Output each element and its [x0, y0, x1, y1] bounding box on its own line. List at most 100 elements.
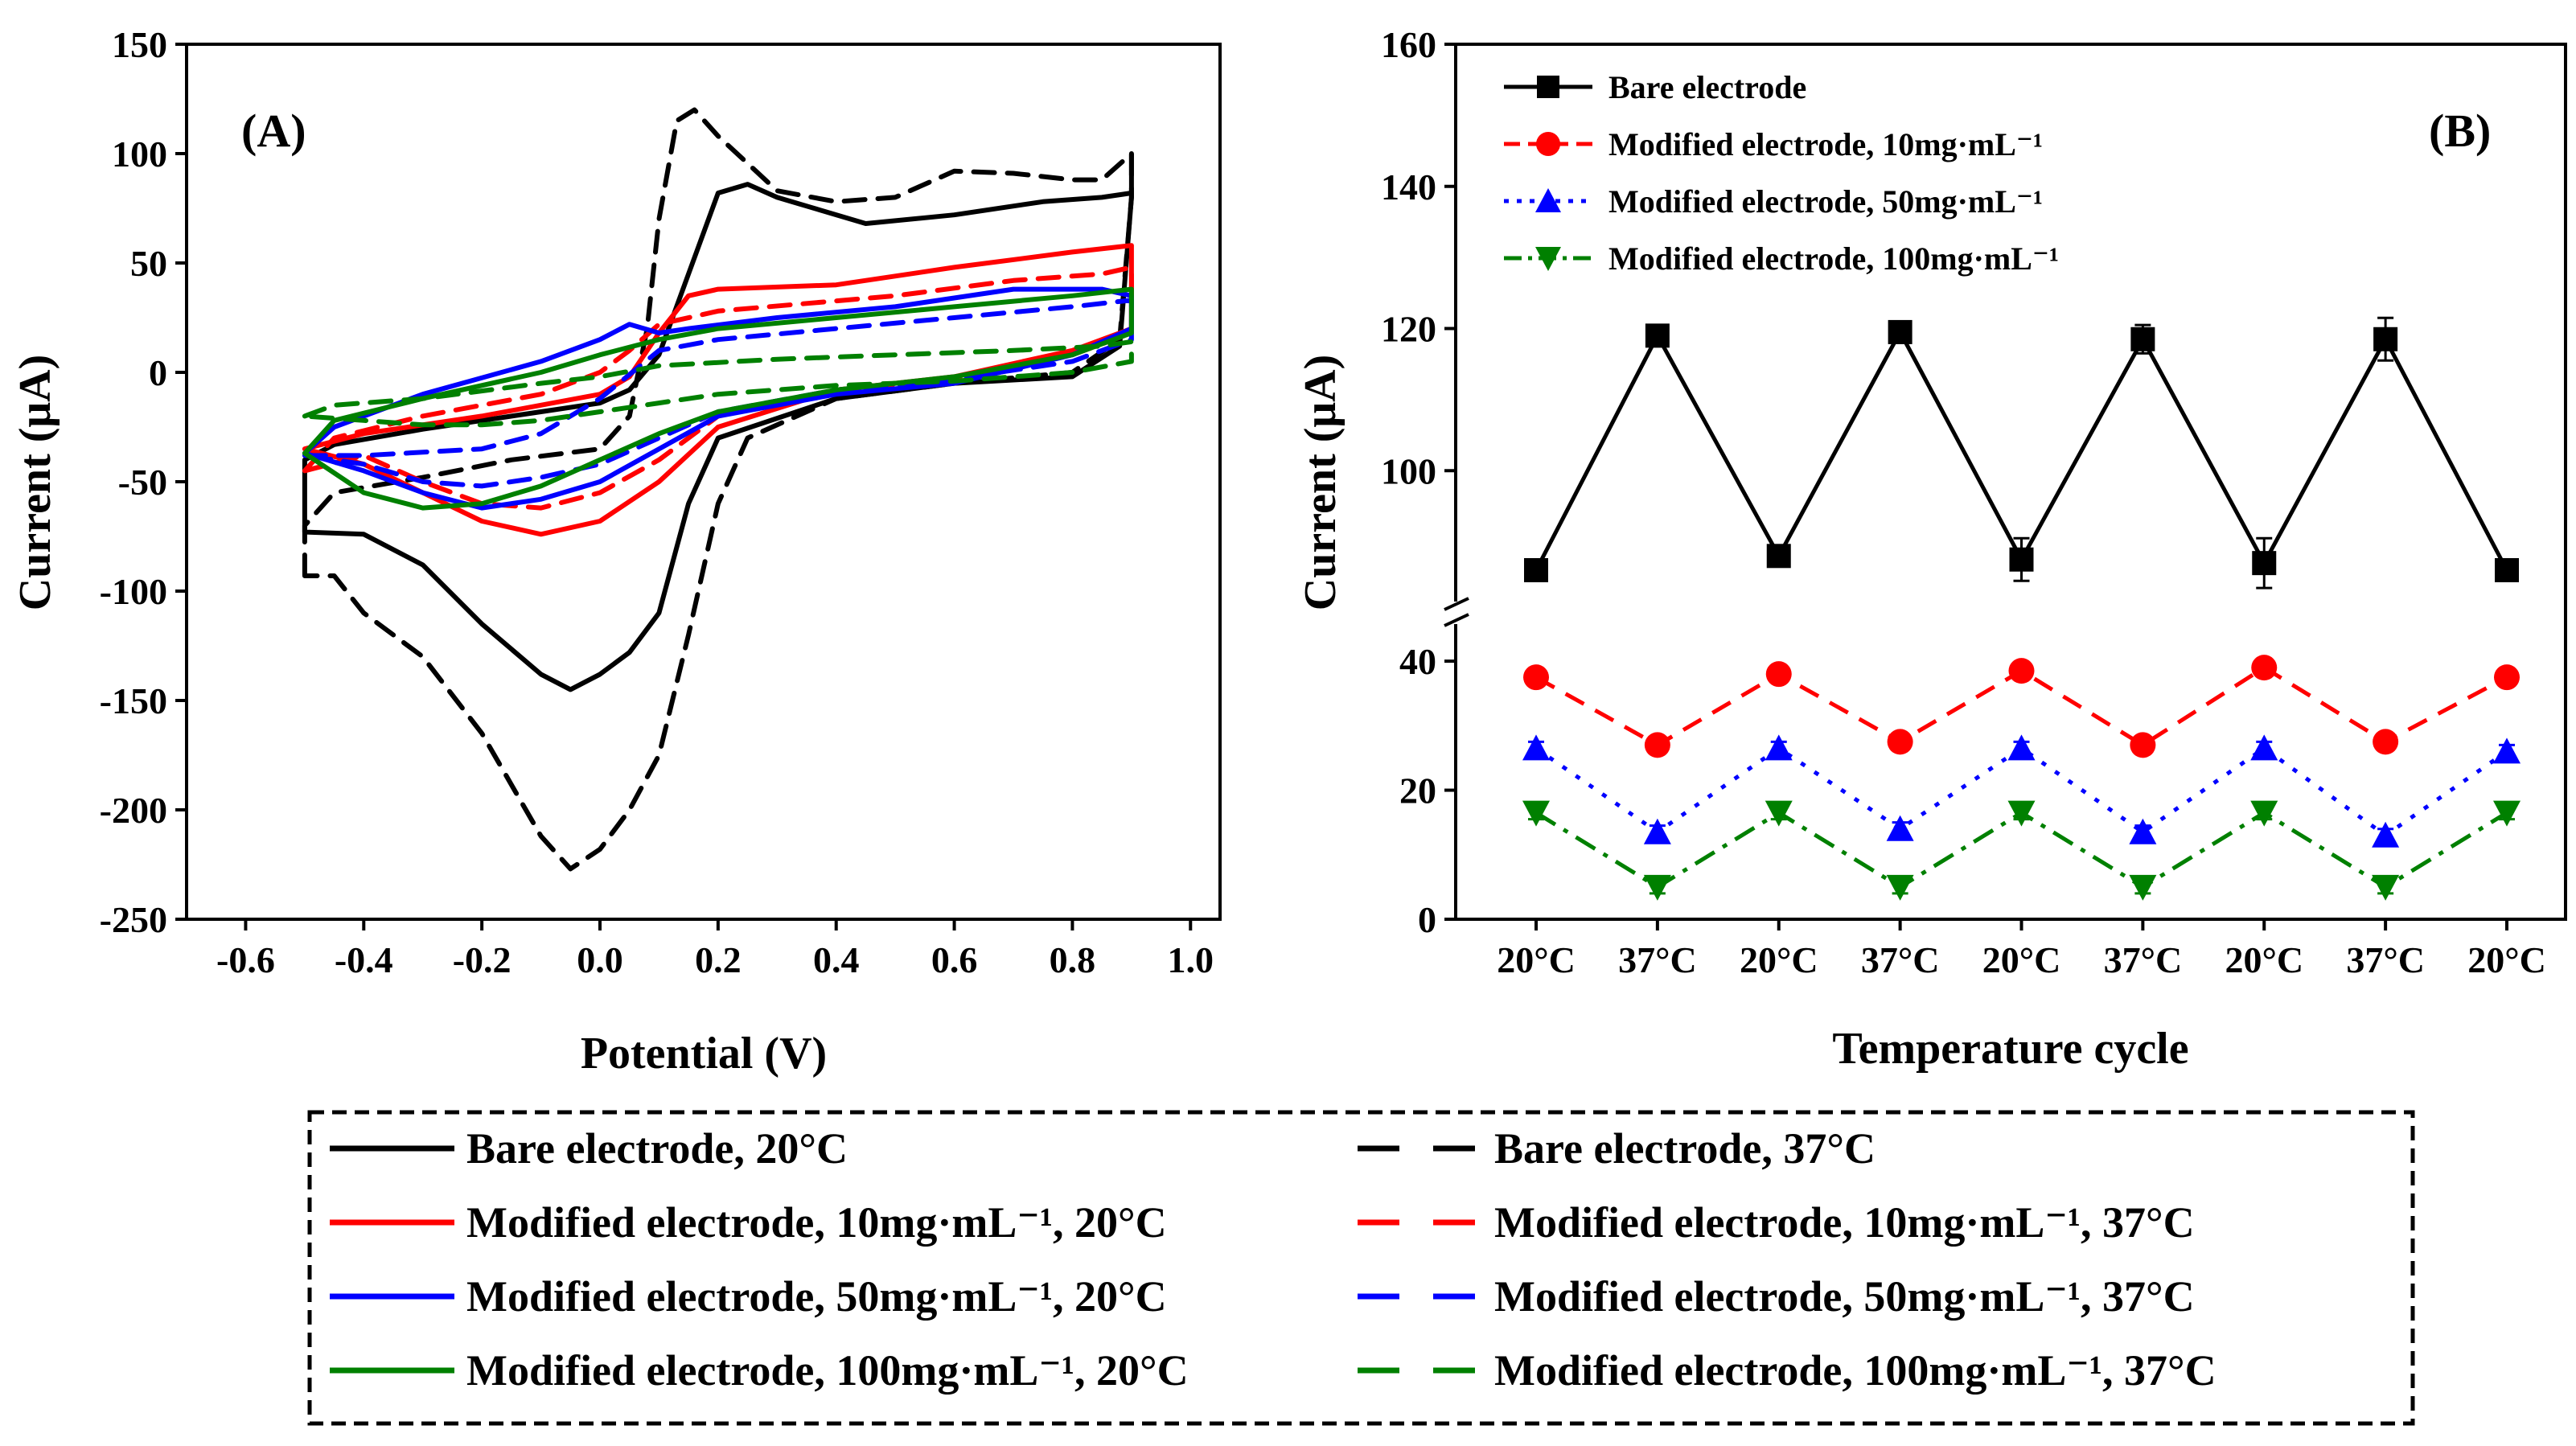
panel-b-legend-item: Modified electrode, 10mg·mL⁻¹ [1504, 126, 2043, 162]
panel-b-x-tick-label: 20°C [1497, 939, 1576, 980]
circle-marker [1644, 732, 1670, 758]
panel-a-x-tick-label: 0.2 [695, 939, 742, 980]
panel-b-y-tick-label: 40 [1399, 641, 1436, 682]
panel-a-y-tick-label: 150 [112, 24, 167, 65]
circle-marker [1765, 661, 1792, 688]
triangle-down-marker [2493, 800, 2521, 827]
triangle-down-marker [1522, 800, 1550, 827]
square-marker [1645, 323, 1670, 348]
square-marker [2130, 327, 2155, 351]
triangle-down-marker [2372, 874, 2400, 901]
legend-label: Modified electrode, 100mg·mL⁻¹, 37°C [1494, 1346, 2217, 1395]
panel-b-y-tick-label: 0 [1418, 899, 1436, 940]
shared-legend-item: Bare electrode, 37°C [1358, 1124, 1876, 1173]
panel-b-chart: 20°C 37°C 20°C 37°C 20°C 37°C 20°C 37°C 20°C 0 20… [1296, 24, 2567, 1074]
square-marker [1524, 557, 1548, 582]
panel-b-y-tick-label: 120 [1381, 309, 1436, 350]
shared-legend-item: Modified electrode, 50mg·mL⁻¹, 37°C [1358, 1272, 2195, 1321]
panel-a-y-tick-label: -50 [118, 462, 167, 503]
panel-a-y-ticks: -250 -200 -150 -100 -50 0 50 100 150 [100, 24, 187, 940]
legend-label: Modified electrode, 100mg·mL⁻¹ [1608, 240, 2059, 277]
panel-a-x-ticks: -0.6 -0.4 -0.2 0.0 0.2 0.4 0.6 0.8 1.0 [216, 919, 1214, 980]
panel-b-y-tick-label: 100 [1381, 450, 1436, 491]
legend-label: Modified electrode, 10mg·mL⁻¹, 20°C [466, 1198, 1167, 1247]
panel-b-series-modified-electrode-100mg-ml [1522, 800, 2521, 901]
panel-a-y-tick-label: -150 [100, 680, 167, 721]
panel-a-series-modified-electrode-100mg-ml-20-c [302, 286, 1134, 511]
legend-label: Bare electrode, 37°C [1494, 1124, 1876, 1173]
panel-a-chart: -0.6 -0.4 -0.2 0.0 0.2 0.4 0.6 0.8 1.0 -250-200-… [10, 24, 1222, 1078]
square-marker [2252, 551, 2277, 576]
square-marker [1888, 319, 1912, 344]
shared-legend-item: Modified electrode, 10mg·mL⁻¹, 20°C [330, 1198, 1167, 1247]
triangle-up-marker [1886, 815, 1914, 841]
panel-b-y-tick-label: 140 [1381, 166, 1436, 207]
triangle-down-marker [2007, 800, 2036, 827]
shared-legend-item: Modified electrode, 10mg·mL⁻¹, 37°C [1358, 1198, 2195, 1247]
panel-b-x-tick-label: 20°C [1740, 939, 1818, 980]
panel-b-y-tick-label: 160 [1381, 24, 1436, 65]
panel-a-y-tick-label: 50 [130, 243, 167, 284]
panel-a-x-tick-label: 0.0 [577, 939, 623, 980]
shared-legend-item: Modified electrode, 50mg·mL⁻¹, 20°C [330, 1272, 1167, 1321]
panel-b-series-modified-electrode-10mg-ml [1523, 655, 2520, 758]
panel-a-y-tick-label: -100 [100, 571, 167, 612]
shared-legend-item: Modified electrode, 100mg·mL⁻¹, 37°C [1358, 1346, 2217, 1395]
panel-a-y-tick-label: 0 [149, 352, 167, 393]
panel-b-label: (B) [2429, 105, 2491, 157]
triangle-down-marker [2250, 800, 2278, 827]
panel-a-y-tick-label: 100 [112, 134, 167, 175]
panel-b-x-ticks: 20°C 37°C 20°C 37°C 20°C 37°C 20°C 37°C 20°C [1497, 919, 2546, 980]
shared-legend-item: Modified electrode, 100mg·mL⁻¹, 20°C [330, 1346, 1189, 1395]
square-marker [2373, 327, 2398, 351]
panel-b-y-tick-label: 20 [1399, 770, 1436, 811]
triangle-down-marker [1643, 874, 1671, 901]
triangle-up-marker [2372, 821, 2400, 848]
square-marker [2009, 547, 2034, 572]
legend-label: Modified electrode, 50mg·mL⁻¹ [1608, 183, 2043, 220]
circle-marker [2494, 664, 2520, 691]
triangle-down-marker [1535, 247, 1561, 271]
triangle-down-marker [1765, 800, 1793, 827]
square-marker [1766, 544, 1791, 569]
panel-b-x-tick-label: 37°C [2346, 939, 2425, 980]
panel-a-series [302, 107, 1134, 872]
panel-b-legend-item: Modified electrode, 50mg·mL⁻¹ [1504, 183, 2043, 220]
panel-b-series-modified-electrode-50mg-ml [1522, 734, 2521, 848]
shared-legend-item: Bare electrode, 20°C [330, 1124, 848, 1173]
panel-b-x-axis-title: Temperature cycle [1832, 1024, 2188, 1074]
circle-marker [2008, 658, 2035, 684]
triangle-up-marker [2250, 734, 2278, 761]
panel-b-legend-item: Modified electrode, 100mg·mL⁻¹ [1504, 240, 2059, 277]
panel-a-x-tick-label: 0.8 [1050, 939, 1096, 980]
panel-b-x-tick-label: 37°C [1861, 939, 1940, 980]
triangle-down-marker [2129, 874, 2157, 901]
panel-a-x-tick-label: 0.4 [813, 939, 860, 980]
panel-b-x-tick-label: 37°C [2104, 939, 2183, 980]
circle-marker [1523, 664, 1549, 691]
panel-b-series-bare-electrode [1524, 316, 2519, 589]
triangle-up-marker [1643, 818, 1671, 844]
panel-a-x-tick-label: -0.4 [335, 939, 393, 980]
panel-b-x-tick-label: 37°C [1618, 939, 1697, 980]
panel-b-legend-item: Bare electrode [1504, 69, 1806, 105]
panel-a-label: (A) [241, 105, 306, 157]
panel-a-y-axis-title: Current (μA) [10, 355, 60, 610]
square-marker [2495, 557, 2519, 582]
panel-b-legend: Bare electrode Modified electrode, 10mg·m… [1504, 69, 2059, 277]
triangle-up-marker [2007, 734, 2036, 761]
triangle-up-marker [2493, 737, 2521, 764]
triangle-up-marker [1522, 734, 1550, 761]
circle-marker [2130, 732, 2156, 758]
circle-marker [2251, 655, 2278, 681]
legend-label: Bare electrode, 20°C [466, 1124, 848, 1173]
panel-b-series [1522, 316, 2521, 901]
series-line [1535, 746, 2508, 838]
panel-a-x-tick-label: 1.0 [1168, 939, 1214, 980]
legend-label: Modified electrode, 100mg·mL⁻¹, 20°C [466, 1346, 1189, 1395]
panel-a-x-tick-label: -0.2 [453, 939, 512, 980]
panel-b-y-axis-title: Current (μA) [1296, 355, 1346, 610]
panel-b-x-tick-label: 20°C [2467, 939, 2546, 980]
circle-marker [1536, 132, 1560, 156]
